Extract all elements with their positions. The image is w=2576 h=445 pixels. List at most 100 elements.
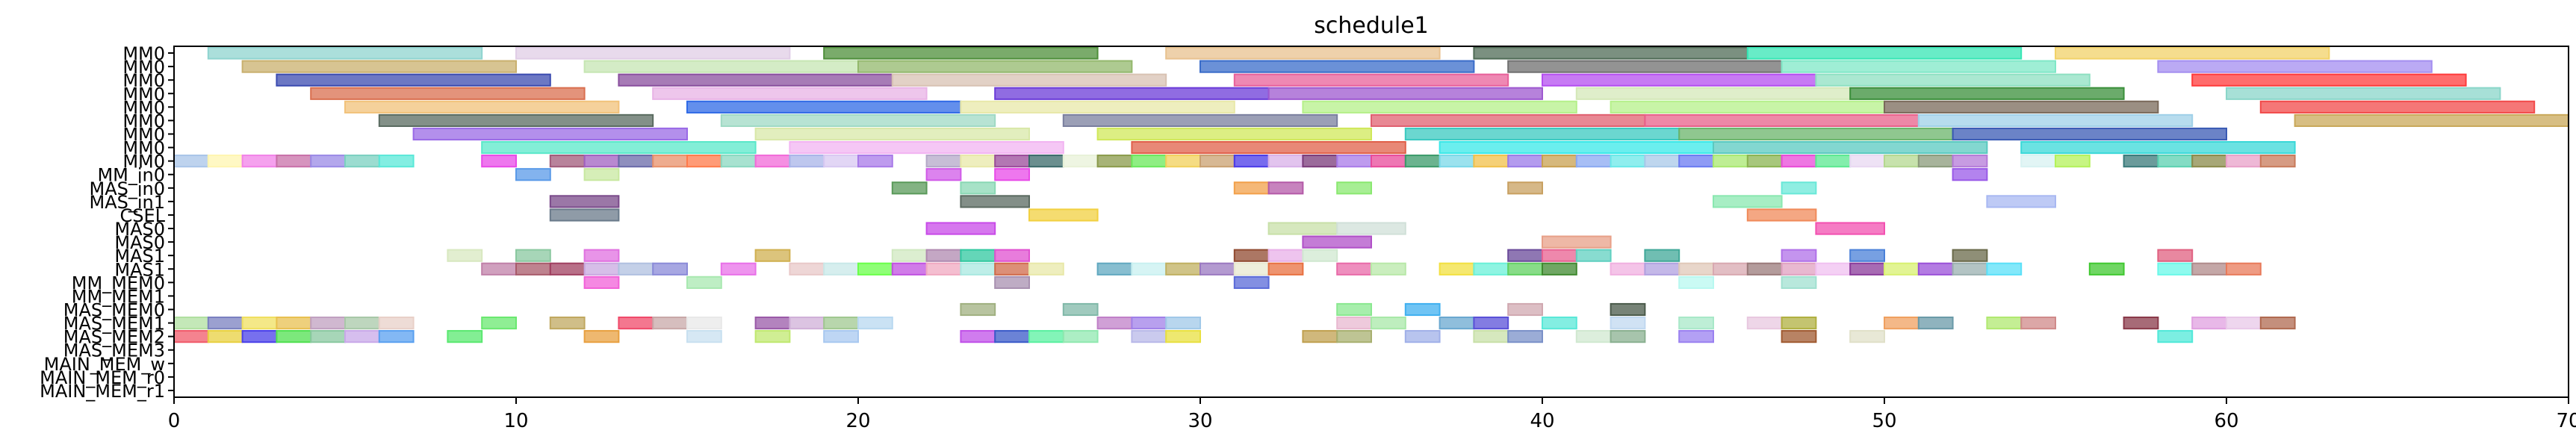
task-bar [276,155,312,168]
x-tick-label: 30 [1188,410,1212,432]
task-bar [1267,155,1304,168]
task-bar [1165,330,1201,343]
task-bar [1884,100,2159,113]
y-tick-label: MM_MEM1 [72,286,165,307]
task-bar [207,46,483,60]
task-bar [1473,46,1748,60]
task-bar [583,330,620,343]
task-bar [1096,262,1133,276]
task-bar [857,60,1133,73]
task-bar [1131,262,1167,276]
task-bar [857,155,893,168]
task-bar [960,181,996,195]
task-bar [1713,155,1748,168]
x-tick-label: 0 [168,410,181,432]
task-bar [1336,302,1372,317]
y-tick-label: MM_in0 [97,165,165,186]
task-bar [1884,316,1919,330]
task-bar [1233,155,1270,168]
task-bar [823,330,859,343]
task-bar [1165,46,1441,60]
task-bar [1233,181,1270,195]
task-bar [618,316,654,330]
task-bar [2123,155,2159,168]
task-bar [891,181,928,195]
task-bar [1849,87,2125,100]
task-bar [1371,316,1406,330]
task-bar [789,262,825,276]
task-bar [378,155,415,168]
task-bar [1302,100,1577,113]
task-bar [1815,222,1885,235]
task-bar [1062,155,1099,168]
task-bar [1986,262,2023,276]
task-bar [310,330,347,343]
task-bar [412,127,688,141]
y-tick-label: MAS_MEM1 [63,314,165,334]
task-bar [1473,262,1509,276]
task-bar [1678,127,1954,141]
task-bar [960,330,996,343]
y-tick-label: MAIN_MEM_w [44,354,165,375]
task-bar [1062,302,1099,317]
task-bar [1644,249,1680,262]
task-bar [2157,249,2194,262]
task-bar [789,155,825,168]
task-bar [481,140,757,155]
task-bar [1713,262,1748,276]
task-bar [1781,249,1817,262]
task-bar [1302,235,1373,249]
task-bar [1781,276,1817,289]
task-bar [549,208,620,222]
task-bar [994,276,1030,289]
task-bar [2055,155,2091,168]
task-bar [2191,262,2227,276]
task-bar [1165,155,1201,168]
task-bar [1267,181,1304,195]
y-tick-label: MM0 [122,152,165,172]
y-tick-label: MM0 [122,43,165,64]
task-bar [207,330,243,343]
y-tick-label: MM0 [122,125,165,146]
task-bar [1678,155,1714,168]
task-bar [1233,73,1509,87]
task-bar [1165,316,1201,330]
task-bar [720,113,996,128]
task-bar [344,316,380,330]
task-bar [1884,155,1919,168]
task-bar [925,155,962,168]
task-bar [1062,330,1099,343]
task-bar [1746,155,1783,168]
task-bar [1713,195,1783,208]
task-bar [686,100,962,113]
task-bar [515,249,551,262]
x-tick-label: 70 [2556,410,2576,432]
task-bar [1131,330,1167,343]
task-bar [754,330,791,343]
chart-title: schedule1 [1314,13,1429,39]
task-bar [1096,127,1372,141]
task-bar [1267,87,1543,100]
task-bar [652,316,689,330]
task-bar [1336,316,1372,330]
task-bar [1302,330,1338,343]
task-bar [1028,330,1064,343]
task-bar [1781,262,1817,276]
plot-frame [173,46,2569,398]
task-bar [1473,330,1509,343]
task-bar [1781,155,1817,168]
task-bar [1849,155,1885,168]
task-bar [2157,155,2194,168]
task-bar [2191,73,2467,87]
task-bar [2226,155,2262,168]
task-bar [1438,155,1475,168]
task-bar [1404,330,1441,343]
task-bar [481,155,518,168]
task-bar [1438,262,1475,276]
task-bar [1952,168,1988,181]
y-tick-label: CSEL [120,205,165,226]
task-bar [1028,208,1099,222]
task-bar [857,316,893,330]
